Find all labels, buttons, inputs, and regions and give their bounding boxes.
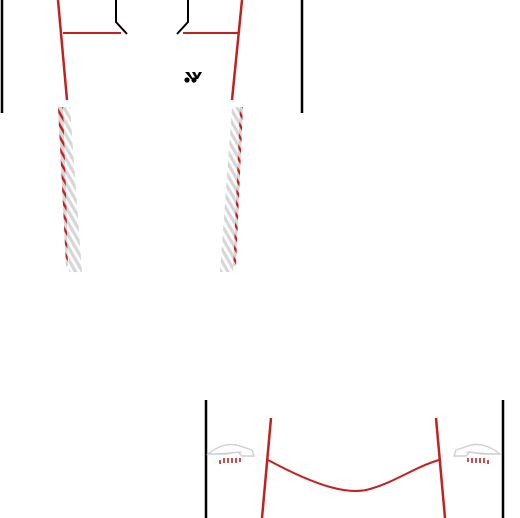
feather-pattern-icon (206, 443, 255, 464)
back-accent-right (434, 417, 447, 518)
side-stripe-right (220, 107, 243, 272)
back-accent-left (260, 417, 273, 518)
side-stripe-left-red (58, 107, 68, 266)
side-stripe-right-grey (220, 107, 240, 272)
accent-line-right (230, 0, 244, 101)
front-panel (0, 0, 304, 113)
side-stripe-left (58, 107, 82, 272)
feather-pattern-icon (453, 443, 502, 464)
side-stripe-left-grey (63, 107, 82, 272)
back-panel (204, 400, 505, 518)
back-neck-curve (267, 459, 440, 492)
accent-line-left (56, 0, 69, 101)
yonex-style-logo-icon (184, 72, 202, 83)
collar-left-outline (115, 0, 128, 35)
collar-right-outline (176, 0, 189, 35)
